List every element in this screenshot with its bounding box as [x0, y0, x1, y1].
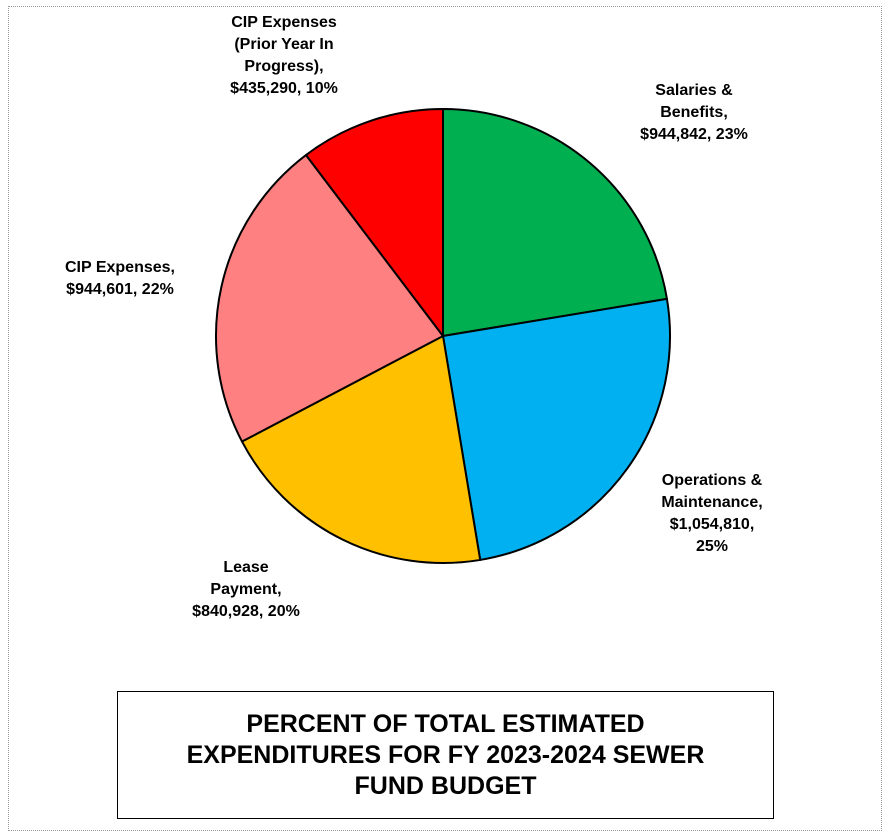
slice-label-4: CIP Expenses, $944,601, 22% — [65, 259, 175, 298]
slice-label-line: Maintenance, — [661, 494, 762, 511]
slice-label-line: Lease — [223, 559, 268, 576]
slice-label-line: 25% — [696, 538, 728, 555]
pie-slice-5 — [304, 108, 444, 337]
pie-slices — [215, 108, 672, 564]
slice-label-1: Salaries & Benefits, $944,842, 23% — [640, 82, 748, 143]
chart-title: PERCENT OF TOTAL ESTIMATED EXPENDITURES … — [186, 709, 705, 800]
slice-label-line: $944,601, 22% — [66, 281, 174, 298]
slice-label-3: Lease Payment, $840,928, 20% — [192, 559, 300, 620]
slice-label-line: $944,842, 23% — [640, 126, 748, 143]
pie-slice-3 — [241, 335, 482, 564]
slice-label-line: CIP Expenses — [231, 14, 337, 31]
slice-label-line: Benefits, — [660, 104, 728, 121]
slice-label-2: Operations & Maintenance, $1,054,810, 25% — [661, 472, 762, 555]
chart-area-frame — [8, 6, 882, 831]
slice-labels: Salaries & Benefits, $944,842, 23% Operatio… — [65, 14, 763, 620]
pie-slice-4 — [215, 154, 444, 443]
pie-slice-2 — [442, 297, 672, 561]
slice-label-line: (Prior Year In — [234, 36, 333, 53]
pie-slice-1 — [442, 108, 668, 337]
slice-label-line: CIP Expenses, — [65, 259, 175, 276]
slice-label-line: Salaries & — [655, 82, 733, 99]
slice-label-line: Payment, — [210, 581, 281, 598]
slice-label-line: $1,054,810, — [670, 516, 755, 533]
chart-title-box: PERCENT OF TOTAL ESTIMATED EXPENDITURES … — [117, 691, 774, 819]
slice-label-line: Progress), — [244, 58, 323, 75]
slice-label-line: Operations & — [662, 472, 763, 489]
slice-label-5: CIP Expenses (Prior Year In Progress), $435… — [230, 14, 338, 97]
slice-label-line: $840,928, 20% — [192, 603, 300, 620]
slice-label-line: $435,290, 10% — [230, 80, 338, 97]
